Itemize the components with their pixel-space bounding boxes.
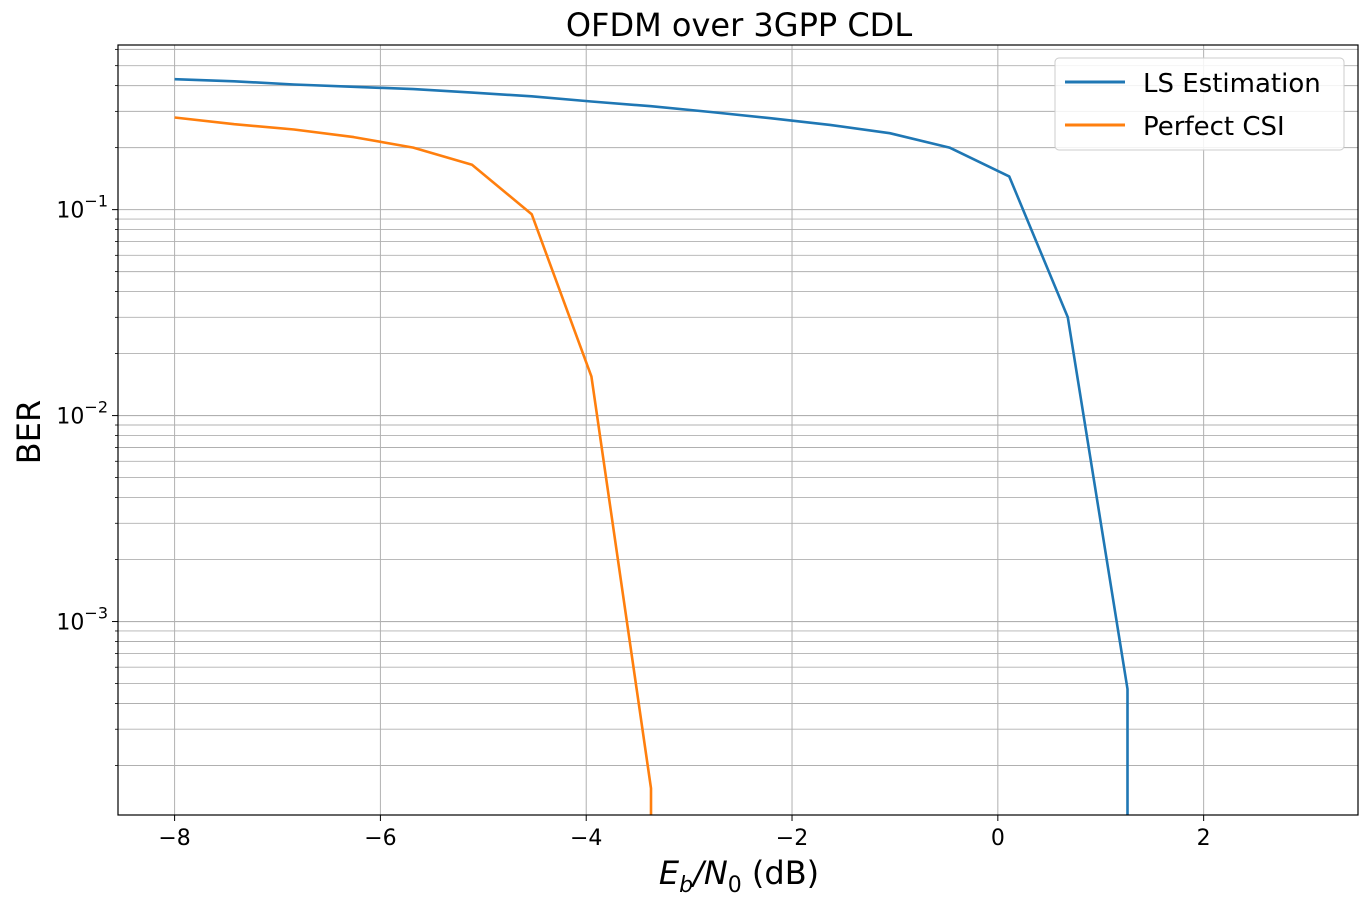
y-tick-base: 10 [56,405,84,430]
series-layer [174,77,1129,815]
x-axis-label: Eb/N0 (dB) [659,854,819,898]
y-tick-base: 10 [56,611,84,636]
y-tick-label: 10−3 [56,604,108,636]
y-axis-ticks: 10−110−210−3 [56,48,118,766]
x-axis-label-main: E [659,854,680,892]
legend-label-perfect-csi: Perfect CSI [1143,112,1285,142]
legend: LS Estimation Perfect CSI [1054,57,1345,151]
y-tick-label: 10−1 [56,192,108,224]
y-tick-exponent: −3 [84,604,108,623]
x-axis-label-slash: /N [690,854,728,892]
x-axis-label-sub1: b [679,873,693,898]
y-axis-label: BER [10,400,48,464]
x-tick-label: 2 [1197,826,1211,851]
grid-lines [118,45,1358,815]
x-axis-label-unit: (dB) [742,854,819,892]
x-tick-label: −4 [570,826,602,851]
legend-label-ls-estimation: LS Estimation [1143,69,1321,99]
x-axis-label-sub2: 0 [728,873,742,898]
x-tick-label: −2 [776,826,808,851]
plot-frame [117,44,1359,816]
series-line-ls-estimation [174,77,1129,815]
x-tick-label: −8 [158,826,190,851]
x-tick-label: −6 [364,826,396,851]
x-axis-ticks: −8 −6 −4 −2 0 2 [158,815,1211,851]
legend-frame [1054,57,1345,151]
y-tick-base: 10 [56,199,84,224]
chart-title: OFDM over 3GPP CDL [566,6,912,44]
y-tick-label: 10−2 [56,398,108,430]
x-tick-label: 0 [991,826,1005,851]
y-tick-exponent: −1 [84,192,108,211]
y-tick-exponent: −2 [84,398,108,417]
series-line-perfect-csi [174,116,653,815]
